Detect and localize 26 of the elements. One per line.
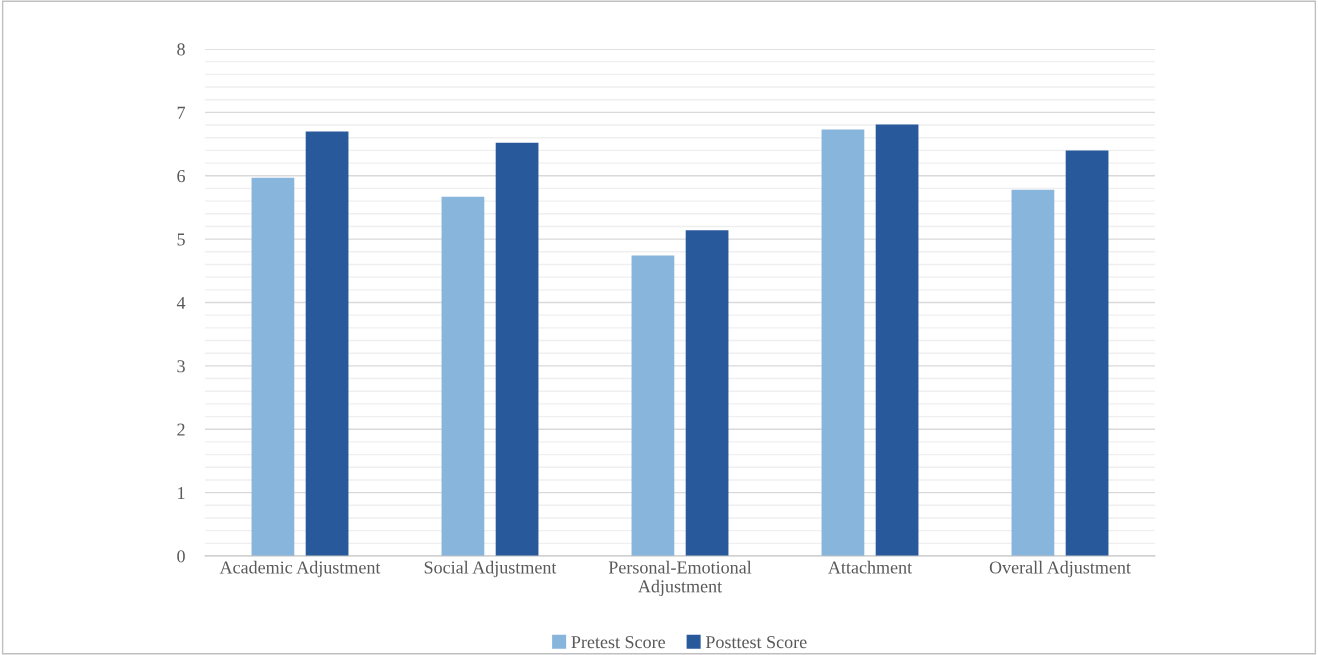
x-tick-label: Social Adjustment <box>424 560 557 578</box>
y-tick-label: 1 <box>178 486 185 499</box>
y-tick-label: 7 <box>177 106 186 119</box>
legend-label: Pretest Score <box>571 636 666 649</box>
legend-label: Posttest Score <box>705 636 807 649</box>
bar <box>305 131 349 556</box>
bar <box>875 124 919 556</box>
y-tick-label: 5 <box>177 233 185 246</box>
bar <box>1065 150 1109 556</box>
y-tick-label: 3 <box>177 360 185 373</box>
bar <box>251 177 295 556</box>
y-tick-label: 2 <box>177 423 185 436</box>
bar <box>821 129 865 556</box>
bar <box>1011 189 1055 556</box>
x-tick-label: Academic Adjustment <box>219 560 381 578</box>
bar <box>685 230 729 556</box>
y-tick-label: 8 <box>177 43 185 56</box>
bar <box>495 142 539 556</box>
bar <box>441 196 485 556</box>
y-tick-label: 6 <box>177 170 186 183</box>
y-tick-label: 0 <box>177 550 185 563</box>
x-tick-label: Overall Adjustment <box>989 560 1131 578</box>
y-tick-label: 4 <box>176 296 186 309</box>
bar <box>631 255 675 556</box>
x-tick-label: Personal-Emotional Adjustment <box>608 560 752 597</box>
x-tick-label: Attachment <box>828 560 913 574</box>
